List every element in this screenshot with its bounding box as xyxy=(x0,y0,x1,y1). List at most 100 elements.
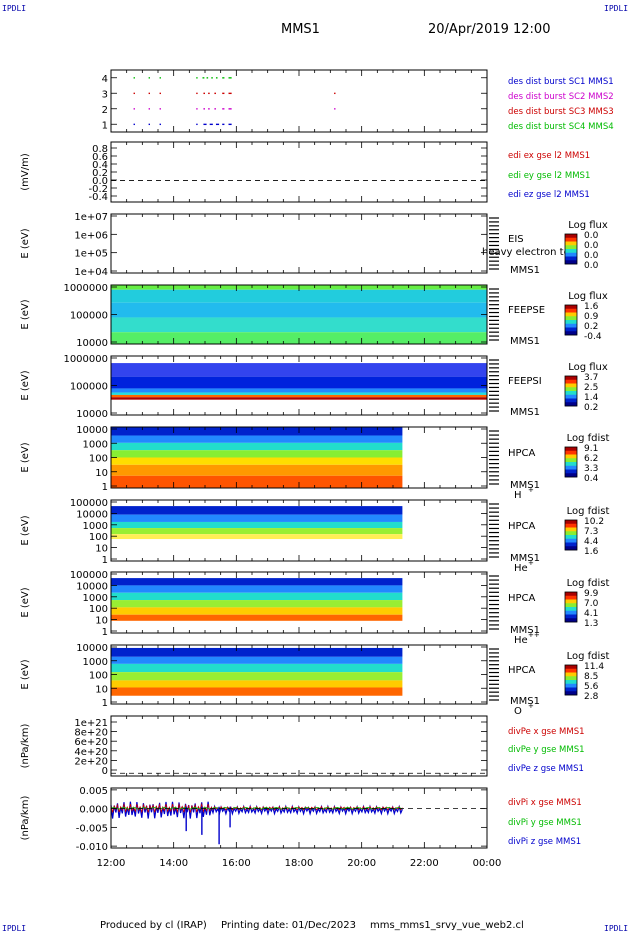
hpca-h-cbar-frame xyxy=(564,446,578,478)
burst-mark-1-6 xyxy=(215,123,220,126)
feepsi-band-2 xyxy=(111,388,487,393)
hpca-o-ytick-label: 1000 xyxy=(83,657,108,668)
burst-ytick-label: 2 xyxy=(102,105,108,116)
burst-mark-4-4 xyxy=(202,77,205,79)
hpca-hepp-species-charge: ++ xyxy=(528,631,540,639)
hpca-he-cbar-tick: 4.4 xyxy=(584,537,599,547)
edi-legend-2: edi ez gse l2 MMS1 xyxy=(508,190,590,200)
mission-title: MMS1 xyxy=(281,22,320,37)
hpca-h-ytick-label: 1000 xyxy=(83,439,108,450)
hpca-hepp-band-2 xyxy=(111,592,403,601)
burst-mark-4-8 xyxy=(222,77,225,79)
plot-datetime: 20/Apr/2019 12:00 xyxy=(428,22,551,37)
hpca-o-cbar-tick: 11.4 xyxy=(584,662,604,672)
burst-mark-3-3 xyxy=(196,92,198,95)
burst-mark-1-1 xyxy=(148,123,150,126)
feepse-cbar-seg xyxy=(565,308,577,313)
burst-mark-2-5 xyxy=(208,108,210,110)
edi-legend-0: edi ex gse l2 MMS1 xyxy=(508,151,590,161)
hpca-he-ytick-label: 100000 xyxy=(70,498,108,509)
burst-mark-3-1 xyxy=(148,92,150,95)
divpe-ytick-label: 1e+21 xyxy=(74,718,108,729)
hpca-hepp-cbar-seg xyxy=(565,614,577,619)
eis-cbar-seg xyxy=(565,237,577,242)
hpca-he-cbar-frame xyxy=(564,519,578,551)
eis-cbar-title: Log flux xyxy=(568,220,608,231)
burst-mark-1-4 xyxy=(203,123,207,126)
corner-mark-tr: IPDLI xyxy=(604,4,629,13)
hpca-he-cbar-seg xyxy=(565,523,577,528)
hpca-h-ytick-label: 10000 xyxy=(76,425,108,436)
hpca-h-cbar-seg xyxy=(565,465,577,470)
hpca-he-sc-label: MMS1 xyxy=(510,553,540,564)
hpca-he-cbar-seg xyxy=(565,538,577,543)
divpi-ytick-label: 0.000 xyxy=(79,805,108,816)
hpca-o-cbar-seg xyxy=(565,687,577,692)
hpca-o-sc-label: MMS1 xyxy=(510,696,540,707)
feepsi-band-4 xyxy=(111,394,487,398)
burst-mark-1-7 xyxy=(222,123,225,126)
time-axis-label: 00:00 xyxy=(473,858,502,869)
hpca-he-ytick-label: 1 xyxy=(102,555,108,566)
hpca-h-cbar-tick: 3.3 xyxy=(584,464,598,474)
hpca-hepp-ytick-label: 1000 xyxy=(83,593,108,604)
hpca-he-band-3 xyxy=(111,528,403,535)
hpca-he-cbar-tick: 10.2 xyxy=(584,517,604,527)
divpi-legend-0: divPi x gse MMS1 xyxy=(508,798,582,808)
burst-legend-1: des dist burst SC2 MMS2 xyxy=(508,92,614,102)
hpca-hepp-band-0 xyxy=(111,578,403,586)
edi-ytick-label: -0.4 xyxy=(88,192,108,203)
feepsi-sc-label: MMS1 xyxy=(510,407,540,418)
divpi-ytick-label: -0.010 xyxy=(76,842,108,853)
burst-mark-4-0 xyxy=(133,77,135,79)
hpca-he-ytick-label: 100 xyxy=(89,532,108,543)
burst-mark-2-7 xyxy=(222,108,225,110)
feepsi-cbar-tick: 0.2 xyxy=(584,403,598,413)
burst-mark-3-7 xyxy=(222,92,225,95)
hpca-he-cbar-seg xyxy=(565,535,577,540)
hpca-o-cbar-seg xyxy=(565,683,577,688)
hpca-o-cbar-tick: 2.8 xyxy=(584,692,599,702)
eis-frame xyxy=(110,213,488,274)
hpca-he-species-label: He xyxy=(514,563,528,574)
burst-mark-3-0 xyxy=(133,92,135,95)
hpca-o-cbar-seg xyxy=(565,680,577,685)
hpca-h-cbar-tick: 0.4 xyxy=(584,474,599,484)
hpca-he-band-4 xyxy=(111,534,403,540)
hpca-he-band-1 xyxy=(111,514,403,522)
feepse-cbar-tick: 0.2 xyxy=(584,322,598,332)
feepsi-cbar-frame xyxy=(564,375,578,407)
hpca-he-ytick-label: 10 xyxy=(95,544,108,555)
divpe-ytick-label: 2e+20 xyxy=(74,756,108,767)
hpca-he-ylabel: E (eV) xyxy=(20,515,31,545)
burst-mark-4-7 xyxy=(215,77,218,79)
feepsi-ytick-label: 1000000 xyxy=(63,354,108,365)
feepsi-cbar-tick: 3.7 xyxy=(584,373,598,383)
hpca-hepp-band-5 xyxy=(111,614,403,621)
hpca-o-ytick-label: 1 xyxy=(102,698,108,709)
burst-mark-2-9 xyxy=(334,108,336,110)
hpca-h-cbar-tick: 6.2 xyxy=(584,454,598,464)
hpca-hepp-ytick-label: 10 xyxy=(95,616,108,627)
edi-ytick-label: 0.6 xyxy=(92,152,108,163)
eis-ytick-label: 1e+07 xyxy=(74,212,108,223)
feepse-cbar-seg xyxy=(565,320,577,325)
hpca-hepp-cbar-title: Log fdist xyxy=(567,578,610,589)
hpca-h-band-6 xyxy=(111,475,403,488)
hpca-hepp-ytick-label: 100 xyxy=(89,604,108,615)
edi-legend-1: edi ey gse l2 MMS1 xyxy=(508,171,590,181)
feepsi-cbar-seg xyxy=(565,376,577,381)
divpi-ytick-label: -0.005 xyxy=(76,823,108,834)
hpca-h-band-0 xyxy=(111,427,403,436)
hpca-hepp-band-3 xyxy=(111,600,403,608)
burst-mark-3-8 xyxy=(228,92,232,95)
eis-cbar-seg xyxy=(565,241,577,246)
hpca-he-cbar-seg xyxy=(565,520,577,525)
feepsi-cbar-seg xyxy=(565,391,577,396)
burst-mark-1-2 xyxy=(159,123,161,126)
hpca-he-cbar-seg xyxy=(565,542,577,547)
edi-ytick-label: 0.2 xyxy=(92,168,108,179)
hpca-he-ytick-label: 10000 xyxy=(76,509,108,520)
divpi-legend-2: divPi z gse MMS1 xyxy=(508,837,581,847)
eis-cbar-seg xyxy=(565,252,577,257)
